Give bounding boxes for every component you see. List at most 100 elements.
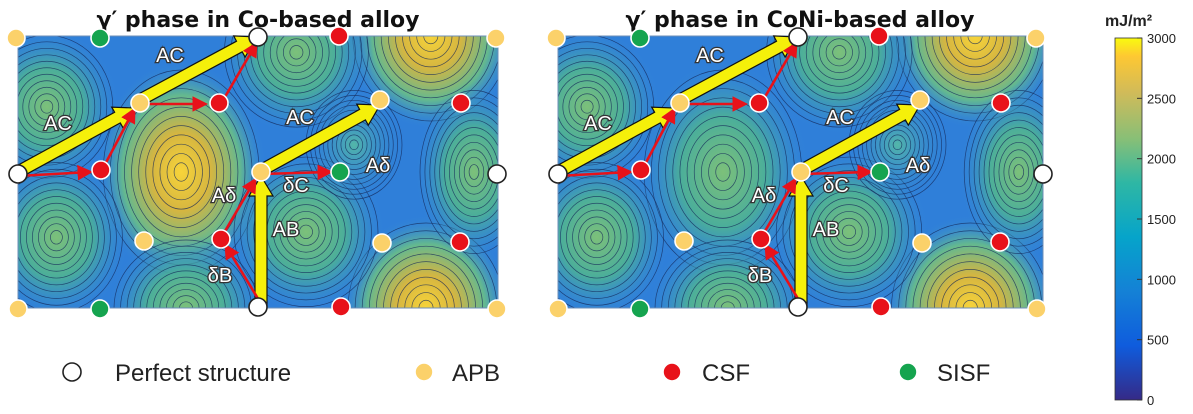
- contour-line: [574, 93, 600, 121]
- contour-line: [439, 119, 498, 225]
- apb-marker: [486, 28, 506, 48]
- contour-line: [1013, 164, 1025, 180]
- yellow-arrow: [798, 103, 922, 177]
- contour-line: [805, 36, 873, 87]
- contour-line: [18, 182, 105, 293]
- perfect-structure-marker: [788, 297, 808, 317]
- contour-line: [686, 125, 760, 219]
- legend-marker: [662, 362, 682, 382]
- contour-line: [468, 164, 480, 180]
- path-label: AB: [813, 219, 840, 241]
- contour-line: [279, 204, 333, 260]
- apb-marker: [370, 90, 390, 110]
- contour-line: [822, 204, 876, 260]
- yellow-arrow: [136, 35, 259, 107]
- apb-marker: [670, 93, 690, 113]
- legend-label: APB: [452, 360, 500, 387]
- path-label: AC: [286, 107, 314, 129]
- contour-line: [289, 45, 304, 60]
- energy-hill: [18, 36, 119, 184]
- contour-line: [825, 38, 853, 67]
- path-label: δC: [283, 175, 309, 197]
- contour-line: [361, 238, 491, 308]
- contour-line: [558, 189, 640, 286]
- contour-line: [138, 116, 225, 228]
- contour-line: [20, 196, 93, 279]
- contour-line: [26, 202, 87, 272]
- contour-line: [558, 73, 618, 140]
- apb-marker: [134, 231, 154, 251]
- apb-marker: [791, 162, 811, 182]
- csf-marker: [450, 232, 470, 252]
- perfect-structure-marker: [248, 297, 268, 317]
- path-label: AB: [273, 219, 300, 241]
- energy-hill: [415, 83, 498, 261]
- energy-hill: [558, 36, 660, 184]
- colorbar-tick-label: 3000: [1147, 31, 1176, 46]
- legend-marker: [414, 362, 434, 382]
- colorbar-tick-label: 1000: [1147, 272, 1176, 287]
- contour-line: [558, 162, 664, 308]
- contour-line: [700, 282, 755, 308]
- contour-line: [368, 245, 484, 308]
- contour-line: [558, 67, 624, 147]
- sisf-marker: [870, 162, 890, 182]
- contour-line: [340, 129, 368, 160]
- legend-marker: [62, 362, 82, 382]
- csf-marker: [749, 93, 769, 113]
- colorbar-tick-label: 1500: [1147, 212, 1176, 227]
- colorbar-tick-label: 0: [1147, 393, 1154, 408]
- colorbar-unit: mJ/m²: [1105, 13, 1152, 30]
- contour-line: [276, 36, 317, 74]
- contour-line: [934, 269, 1007, 308]
- csf-marker: [209, 93, 229, 113]
- apb-marker: [372, 233, 392, 253]
- contour-line: [166, 153, 196, 191]
- contour-line: [808, 190, 890, 273]
- contour-line: [566, 202, 628, 272]
- contour-line: [402, 36, 460, 68]
- contour-line: [578, 216, 616, 259]
- contour-line: [390, 269, 462, 308]
- csf-marker: [871, 297, 891, 317]
- contour-line: [292, 217, 320, 246]
- apb-marker: [910, 90, 930, 110]
- contour-line: [693, 134, 752, 210]
- contour-line: [931, 36, 1019, 83]
- contour-line: [584, 223, 610, 252]
- contour-line: [34, 93, 60, 121]
- contour-line: [968, 97, 1043, 247]
- legend-label: SISF: [937, 360, 990, 387]
- path-label: δB: [208, 265, 232, 287]
- apb-marker: [8, 299, 28, 319]
- contour-line: [387, 36, 474, 83]
- energy-hill: [959, 83, 1043, 261]
- path-label: AC: [584, 113, 612, 135]
- contour-line: [905, 238, 1036, 308]
- contour-line: [708, 153, 738, 191]
- contour-line: [888, 134, 907, 156]
- legend-marker: [898, 362, 918, 382]
- sisf-marker: [90, 299, 110, 319]
- path-label: δB: [748, 265, 772, 287]
- csf-marker: [451, 93, 471, 113]
- path-label: Aδ: [752, 185, 776, 207]
- contour-line: [701, 143, 745, 201]
- contour-line: [917, 36, 1033, 99]
- csf-marker: [869, 26, 889, 46]
- sisf-marker: [630, 28, 650, 48]
- contour-line: [38, 216, 75, 259]
- contour-line: [18, 168, 117, 306]
- perfect-structure-marker: [1033, 164, 1053, 184]
- contour-line: [145, 125, 218, 219]
- path-label: AC: [44, 113, 72, 135]
- csf-marker: [91, 160, 111, 180]
- contour-line: [812, 36, 867, 80]
- red-arrow: [224, 243, 262, 303]
- contour-line: [444, 127, 498, 217]
- contour-line: [272, 197, 340, 267]
- perfect-structure-marker: [487, 164, 507, 184]
- contour-line: [18, 175, 111, 299]
- sisf-marker: [330, 162, 350, 182]
